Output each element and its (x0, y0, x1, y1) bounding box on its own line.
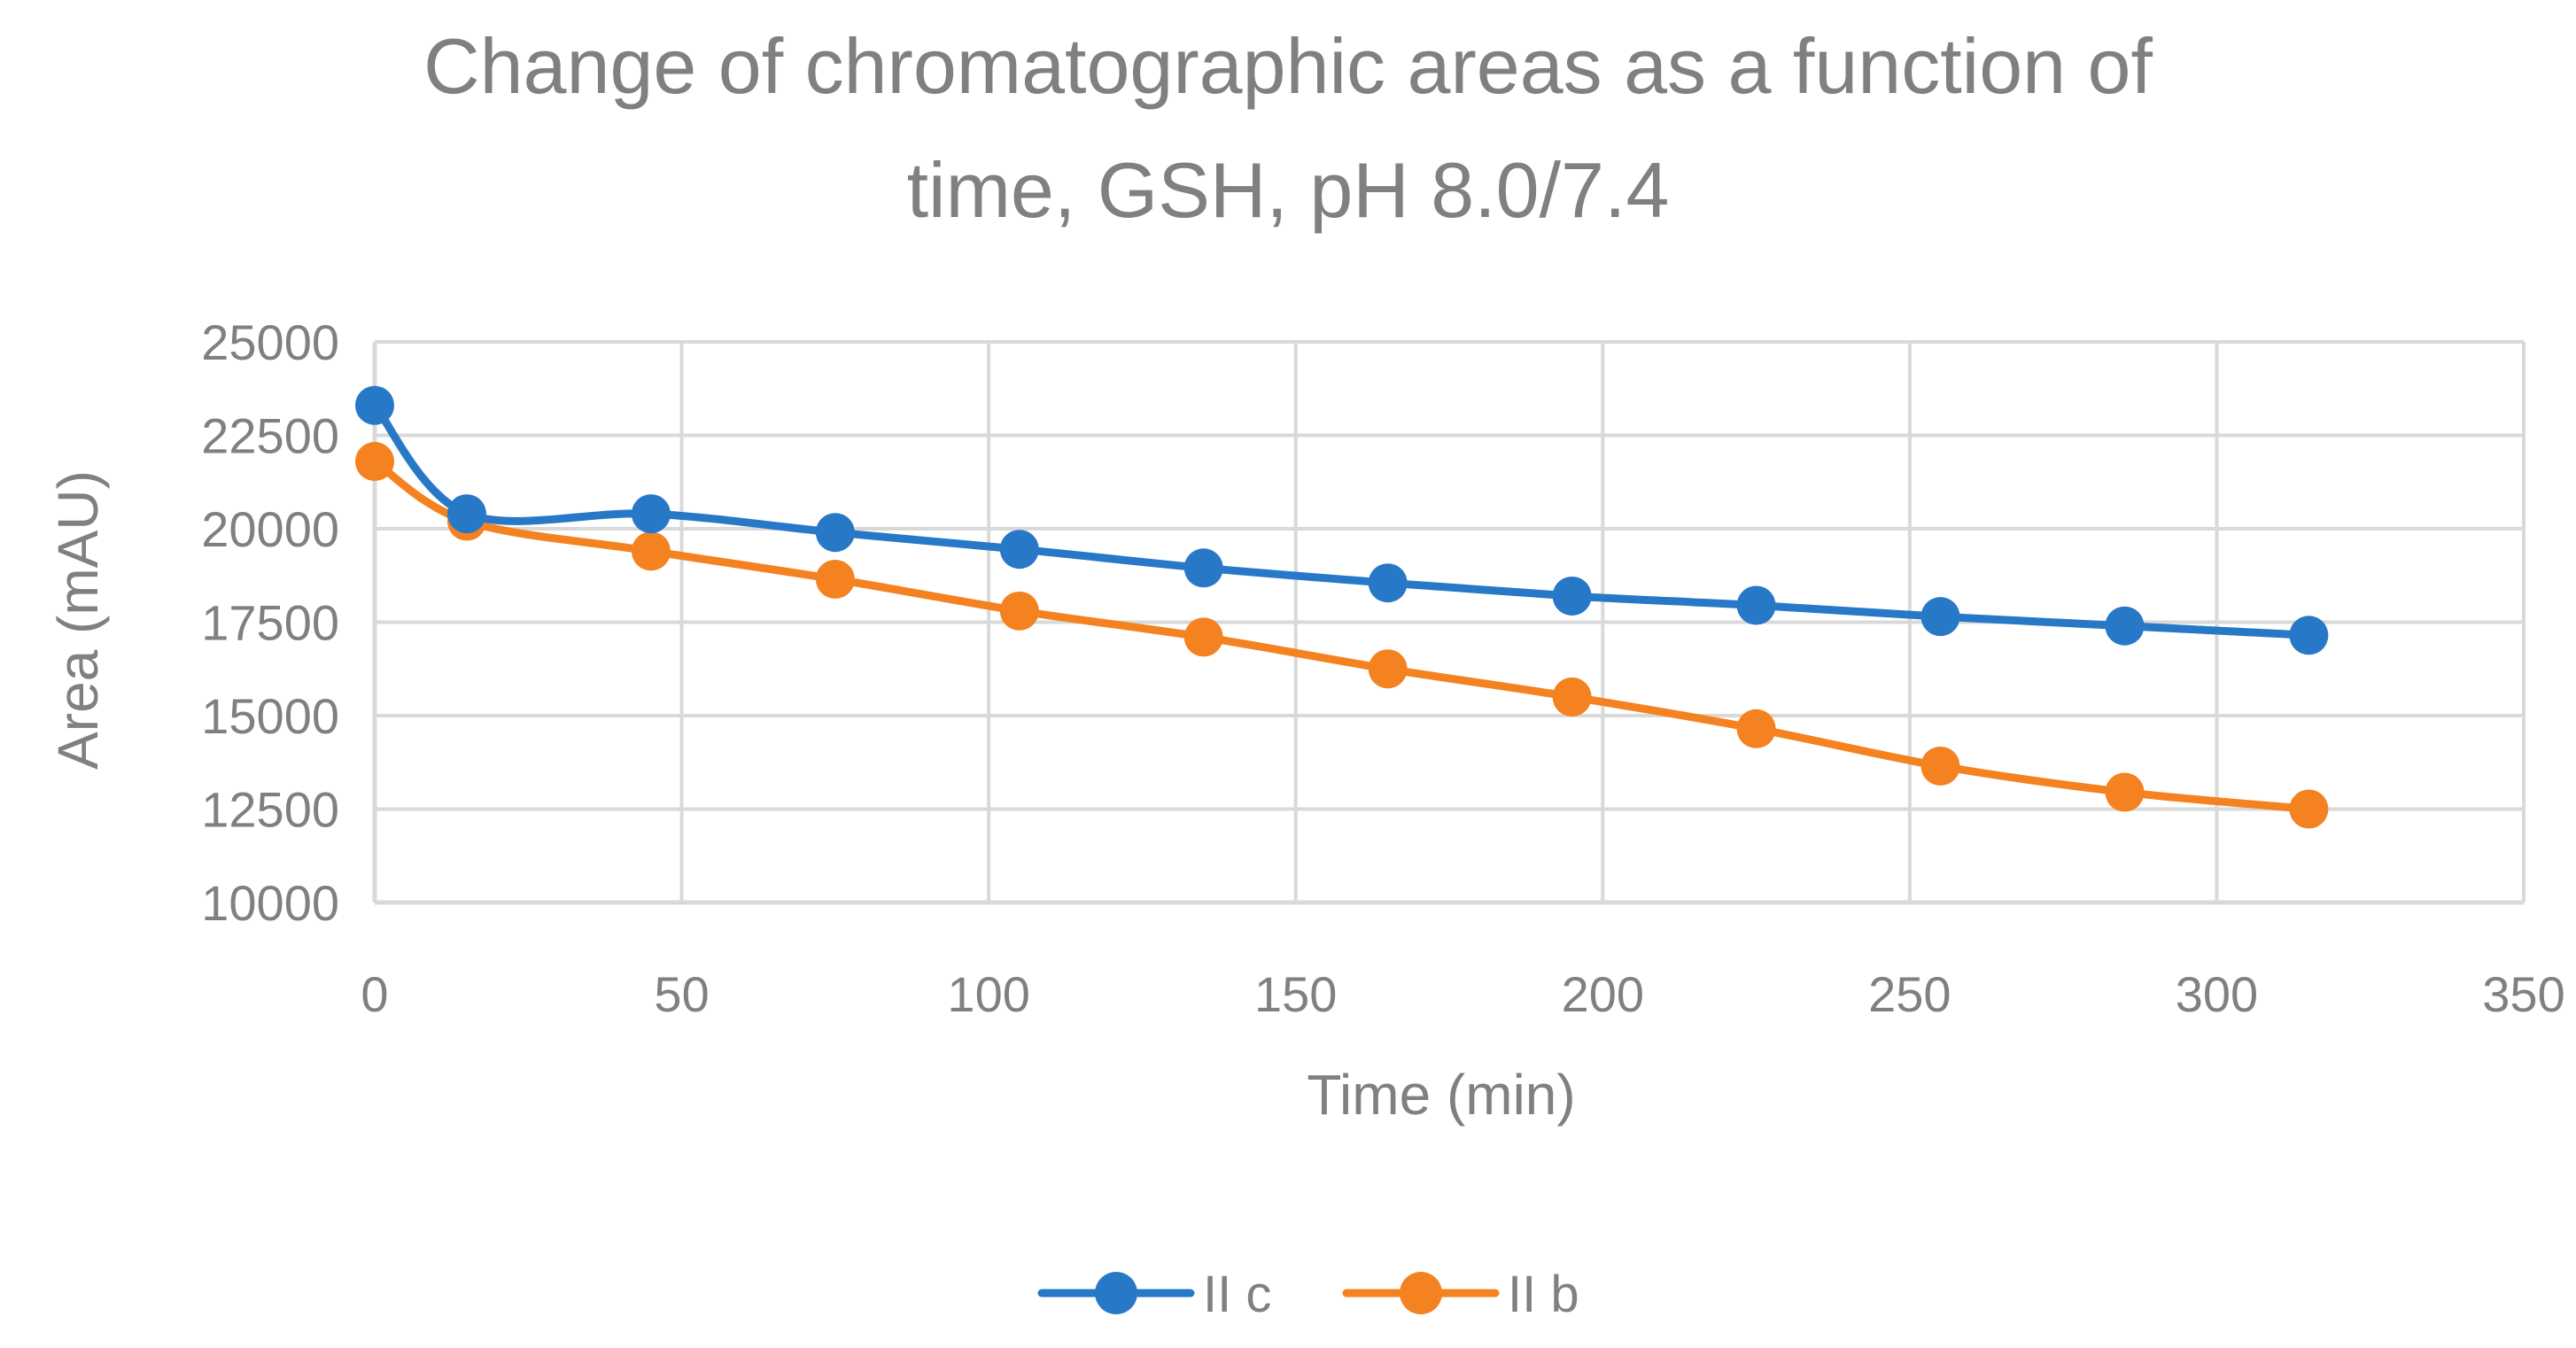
x-tick-label: 0 (361, 966, 388, 1022)
legend-item-ii-b: II b (1342, 1266, 1579, 1323)
chart-title: Change of chromatographic areas as a fun… (423, 22, 2153, 234)
data-point-ii-c (1736, 585, 1776, 625)
x-tick-label: 150 (1254, 966, 1337, 1022)
y-tick-label: 15000 (201, 688, 339, 744)
data-series (355, 385, 2329, 829)
data-point-ii-c (2105, 606, 2145, 646)
data-point-ii-b (2289, 789, 2329, 829)
x-tick-label: 250 (1868, 966, 1951, 1022)
data-point-ii-c (1368, 563, 1408, 603)
data-point-ii-c (999, 530, 1039, 569)
grid (375, 340, 2526, 903)
chart-title-line-2: time, GSH, pH 8.0/7.4 (907, 146, 1670, 234)
legend: II c II b (1037, 1266, 1579, 1323)
data-point-ii-b (1920, 746, 1960, 786)
legend-label-ii-c: II c (1203, 1266, 1271, 1323)
x-axis-title: Time (min) (1307, 1063, 1575, 1127)
chart-title-line-1: Change of chromatographic areas as a fun… (423, 22, 2153, 110)
y-axis-title: Area (mAU) (46, 470, 110, 770)
y-tick-label: 25000 (201, 314, 339, 370)
data-point-ii-b (1183, 617, 1223, 657)
data-point-ii-b (2105, 772, 2145, 812)
data-point-ii-b (1552, 677, 1592, 717)
y-tick-label: 10000 (201, 875, 339, 931)
data-point-ii-b (1368, 649, 1408, 689)
legend-label-ii-b: II b (1508, 1266, 1579, 1323)
data-point-ii-b (815, 559, 855, 599)
data-point-ii-b (999, 591, 1039, 631)
y-tick-label: 17500 (201, 595, 339, 651)
data-point-ii-b (1736, 709, 1776, 748)
data-point-ii-c (1552, 576, 1592, 616)
data-point-ii-b (631, 531, 671, 571)
data-point-ii-c (2289, 616, 2329, 655)
legend-item-ii-c: II c (1037, 1266, 1271, 1323)
x-tick-label: 100 (947, 966, 1029, 1022)
legend-marker-ii-c (1095, 1272, 1137, 1314)
series-ii-b (355, 442, 2329, 829)
data-point-ii-c (631, 494, 671, 534)
x-tick-label: 350 (2482, 966, 2564, 1022)
data-point-ii-c (815, 513, 855, 553)
legend-marker-ii-b (1400, 1272, 1442, 1314)
x-tick-label: 50 (654, 966, 709, 1022)
data-point-ii-b (355, 442, 394, 482)
x-tick-label: 200 (1562, 966, 1644, 1022)
x-axis-ticks: 0 50 100 150 200 250 300 350 (361, 966, 2564, 1022)
x-tick-label: 300 (2176, 966, 2258, 1022)
y-axis-ticks: 10000 12500 15000 17500 20000 22500 25000 (201, 314, 339, 931)
y-tick-label: 20000 (201, 501, 339, 557)
y-tick-label: 22500 (201, 408, 339, 464)
data-point-ii-c (1183, 548, 1223, 588)
data-point-ii-c (355, 385, 394, 425)
data-point-ii-c (446, 494, 486, 534)
series-ii-c (355, 385, 2329, 655)
axes (372, 342, 2524, 905)
data-point-ii-c (1920, 597, 1960, 637)
y-tick-label: 12500 (201, 782, 339, 838)
